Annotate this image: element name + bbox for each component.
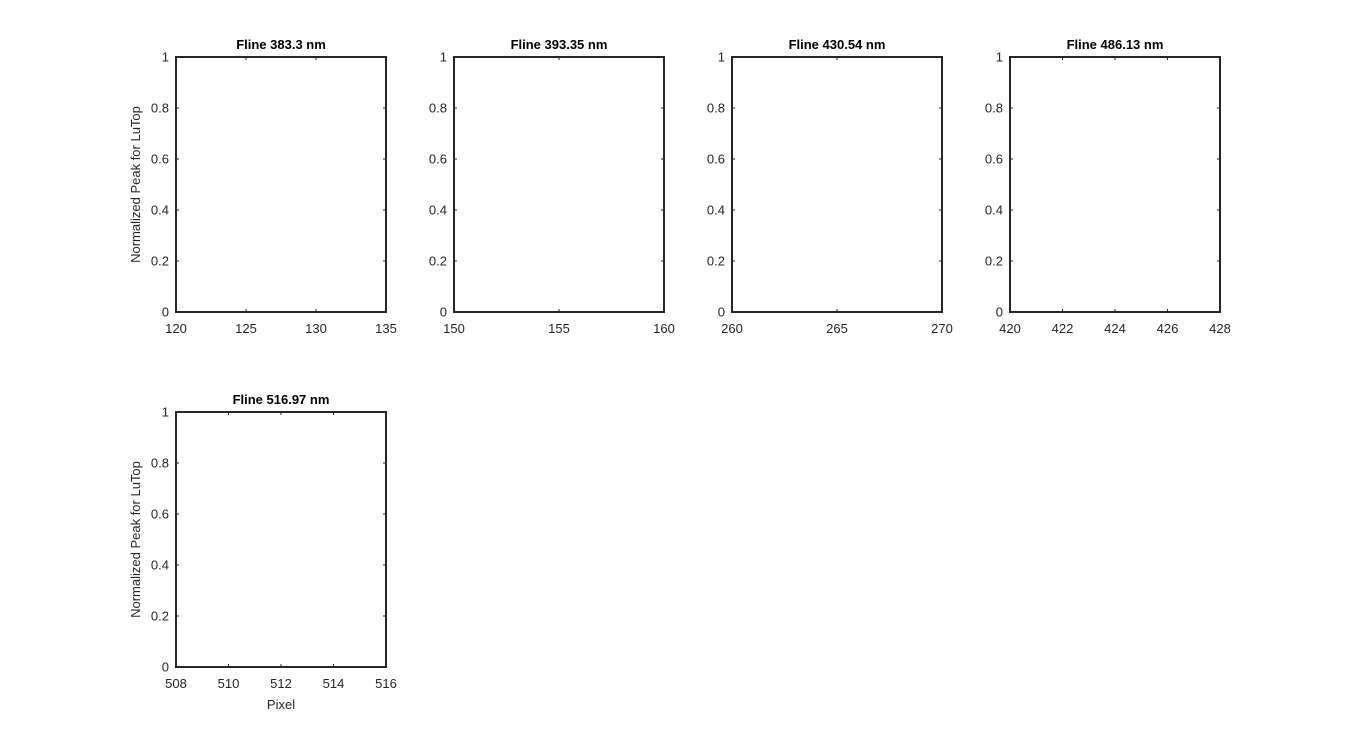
y-tick-label: 0.4 xyxy=(985,203,1003,218)
y-tick-label: 0.6 xyxy=(429,152,447,167)
chart-title: Fline 430.54 nm xyxy=(789,37,886,52)
x-tick-label: 265 xyxy=(826,321,848,336)
axes-box xyxy=(175,56,387,313)
x-tick-label: 155 xyxy=(548,321,570,336)
subplot-3: 260 265 270 0 0.2 0.4 0.6 0.8 1 Fline 430.54 nm xyxy=(707,37,953,336)
y-tick-label: 1 xyxy=(440,50,447,65)
x-tick-label: 260 xyxy=(721,321,743,336)
y-tick-label: 0 xyxy=(162,305,169,320)
x-tick-label: 422 xyxy=(1052,321,1074,336)
y-tick-label: 0.2 xyxy=(985,254,1003,269)
x-tick-label: 125 xyxy=(235,321,257,336)
y-tick-label: 0 xyxy=(996,305,1003,320)
subplot-1: 120 125 130 135 0 0.2 0.4 0.6 0.8 1 Fline 383.3 nm… xyxy=(128,37,397,336)
x-tick-label: 135 xyxy=(375,321,397,336)
y-tick-label: 0 xyxy=(440,305,447,320)
x-tick-label: 150 xyxy=(443,321,465,336)
subplot-4: 420 422 424 426 428 0 0.2 0.4 0.6 0.8 1 Fline 486.1… xyxy=(985,37,1231,336)
y-tick-label: 0.8 xyxy=(429,101,447,116)
y-axis-label: Normalized Peak for LuTop xyxy=(128,461,143,618)
y-tick-label: 0.6 xyxy=(151,152,169,167)
x-tick-label: 508 xyxy=(165,676,187,691)
y-tick-label: 0 xyxy=(718,305,725,320)
axes-box xyxy=(731,56,943,313)
y-tick-label: 0.4 xyxy=(151,203,169,218)
x-tick-label: 510 xyxy=(218,676,240,691)
x-tick-label: 160 xyxy=(653,321,675,336)
subplot-5: 508 510 512 514 516 0 0.2 0.4 0.6 0.8 1 Fline 516.9… xyxy=(128,392,397,712)
y-tick-label: 0.2 xyxy=(707,254,725,269)
y-tick-label: 0.8 xyxy=(151,456,169,471)
y-tick-label: 0.8 xyxy=(151,101,169,116)
chart-title: Fline 393.35 nm xyxy=(511,37,608,52)
x-tick-label: 130 xyxy=(305,321,327,336)
y-tick-label: 1 xyxy=(162,50,169,65)
axes-box xyxy=(1009,56,1221,313)
y-tick-label: 1 xyxy=(162,405,169,420)
y-tick-label: 0.4 xyxy=(707,203,725,218)
x-tick-label: 514 xyxy=(323,676,345,691)
y-tick-label: 0.2 xyxy=(151,254,169,269)
y-tick-label: 1 xyxy=(996,50,1003,65)
y-tick-label: 0.2 xyxy=(429,254,447,269)
y-tick-label: 0.8 xyxy=(707,101,725,116)
x-tick-label: 428 xyxy=(1209,321,1231,336)
x-tick-label: 426 xyxy=(1157,321,1179,336)
x-tick-label: 120 xyxy=(165,321,187,336)
y-tick-label: 0.4 xyxy=(429,203,447,218)
x-axis-label: Pixel xyxy=(267,697,295,712)
y-axis-label: Normalized Peak for LuTop xyxy=(128,106,143,263)
y-tick-label: 1 xyxy=(718,50,725,65)
y-tick-label: 0.6 xyxy=(707,152,725,167)
x-tick-label: 512 xyxy=(270,676,292,691)
y-tick-label: 0.8 xyxy=(985,101,1003,116)
x-tick-label: 420 xyxy=(999,321,1021,336)
chart-title: Fline 486.13 nm xyxy=(1067,37,1164,52)
chart-title: Fline 383.3 nm xyxy=(236,37,326,52)
y-tick-label: 0 xyxy=(162,660,169,675)
axes-box xyxy=(453,56,665,313)
y-tick-label: 0.2 xyxy=(151,609,169,624)
x-tick-label: 516 xyxy=(375,676,397,691)
y-tick-label: 0.4 xyxy=(151,558,169,573)
chart-title: Fline 516.97 nm xyxy=(233,392,330,407)
x-tick-label: 270 xyxy=(931,321,953,336)
subplot-2: 150 155 160 0 0.2 0.4 0.6 0.8 1 Fline 393.35 nm xyxy=(429,37,675,336)
axes-box xyxy=(175,411,387,668)
x-tick-label: 424 xyxy=(1104,321,1126,336)
y-tick-label: 0.6 xyxy=(985,152,1003,167)
y-tick-label: 0.6 xyxy=(151,507,169,522)
